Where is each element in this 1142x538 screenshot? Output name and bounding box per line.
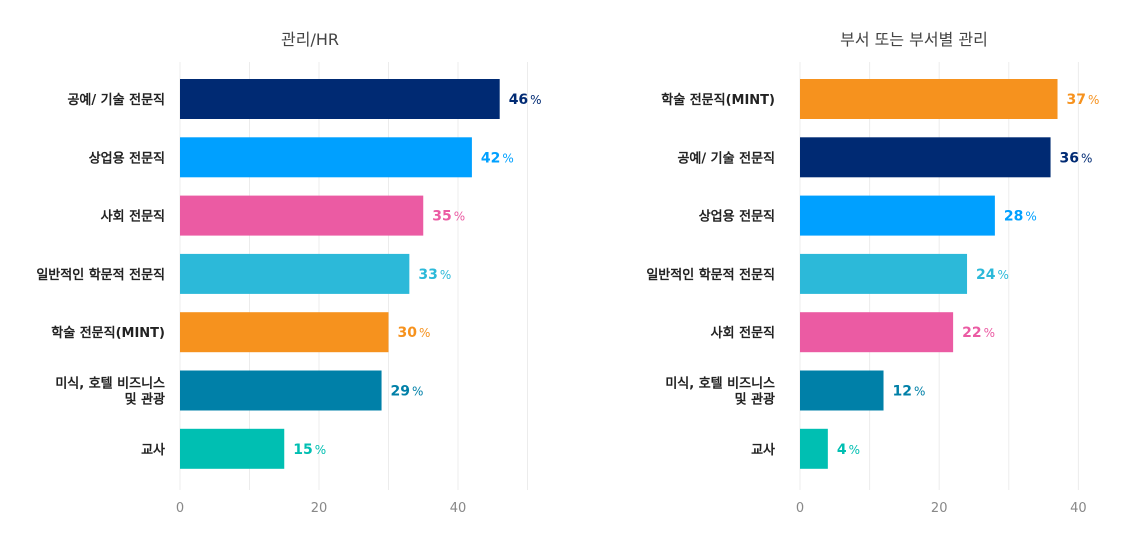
x-tick-label: 0 — [176, 501, 184, 516]
value-number: 22 — [962, 325, 981, 341]
x-tick-label: 40 — [450, 501, 467, 516]
chart-title: 부서 또는 부서별 관리 — [840, 30, 988, 49]
category-label-line: 공예/ 기술 전문직 — [677, 150, 775, 166]
value-suffix: % — [984, 326, 995, 340]
category-label: 학술 전문직(MINT) — [661, 92, 775, 108]
category-label: 상업용 전문직 — [699, 209, 775, 225]
category-label-line: 공예/ 기술 전문직 — [67, 92, 165, 108]
category-label: 공예/ 기술 전문직 — [677, 150, 775, 166]
category-label-line: 미식, 호텔 비즈니스 — [665, 376, 775, 392]
category-label-line: 미식, 호텔 비즈니스 — [55, 376, 165, 392]
value-label: 29% — [391, 384, 424, 400]
category-label: 일반적인 학문적 전문직 — [646, 267, 775, 283]
value-suffix: % — [1088, 93, 1099, 107]
value-label: 15% — [293, 442, 326, 458]
value-label: 30% — [398, 325, 431, 341]
bar — [180, 195, 424, 236]
category-label: 미식, 호텔 비즈니스 및 관광 — [665, 376, 775, 408]
value-label: 28% — [1004, 209, 1037, 225]
value-label: 24% — [976, 267, 1009, 283]
bar — [180, 428, 285, 469]
value-number: 37 — [1067, 92, 1086, 108]
category-label: 교사 — [751, 442, 775, 458]
value-label: 4% — [837, 442, 860, 458]
chart-panel-2: 부서 또는 부서별 관리 0 20 40 학술 전문직(MINT) 37 % 공예/ 기술 전… — [646, 30, 1100, 516]
bar — [800, 195, 995, 236]
bar — [800, 79, 1058, 119]
bar — [800, 137, 1051, 178]
bar — [800, 253, 968, 294]
value-suffix: % — [315, 443, 326, 457]
category-label: 공예/ 기술 전문직 — [67, 92, 165, 108]
value-label: 33% — [418, 267, 451, 283]
bar — [180, 79, 500, 119]
value-label: 12% — [893, 384, 926, 400]
bar — [800, 312, 954, 353]
chart-panel-1: 관리/HR 0 20 40 공예/ 기술 전문직 46 % 상업용 전문직 42 % 사회 전문직 3… — [36, 30, 541, 516]
value-number: 30 — [398, 325, 418, 341]
category-label-line: 상업용 전문직 — [699, 209, 775, 225]
category-label-line: 상업용 전문직 — [89, 150, 165, 166]
value-suffix: % — [914, 385, 925, 399]
value-label: 46% — [509, 92, 542, 108]
bar — [800, 428, 828, 469]
value-number: 33 — [418, 267, 437, 283]
value-suffix: % — [502, 151, 513, 165]
category-label-line: 학술 전문직(MINT) — [51, 325, 165, 341]
value-suffix: % — [440, 268, 451, 282]
bar — [180, 312, 389, 353]
category-label-line: 사회 전문직 — [101, 209, 165, 225]
category-label-line: 및 관광 — [125, 392, 165, 408]
value-number: 42 — [481, 150, 500, 166]
category-label: 학술 전문직(MINT) — [51, 325, 165, 341]
value-suffix: % — [1081, 151, 1092, 165]
category-label-line: 학술 전문직(MINT) — [661, 92, 775, 108]
value-number: 12 — [893, 384, 912, 400]
category-label: 사회 전문직 — [101, 209, 165, 225]
bar — [800, 370, 884, 411]
category-label: 미식, 호텔 비즈니스 및 관광 — [55, 376, 165, 408]
category-label: 사회 전문직 — [711, 325, 775, 341]
bar — [180, 253, 410, 294]
x-tick-label: 0 — [796, 501, 804, 516]
bar — [180, 370, 382, 411]
category-label: 상업용 전문직 — [89, 150, 165, 166]
value-number: 28 — [1004, 209, 1023, 225]
x-tick-label: 20 — [931, 501, 948, 516]
x-tick-label: 20 — [311, 501, 328, 516]
value-label: 22% — [962, 325, 995, 341]
value-suffix: % — [1025, 210, 1036, 224]
value-number: 15 — [293, 442, 312, 458]
value-number: 46 — [509, 92, 528, 108]
value-number: 29 — [391, 384, 410, 400]
category-label-line: 일반적인 학문적 전문직 — [36, 267, 165, 283]
category-label-line: 일반적인 학문적 전문직 — [646, 267, 775, 283]
value-number: 36 — [1060, 150, 1079, 166]
chart-title: 관리/HR — [281, 30, 339, 49]
value-label: 36% — [1060, 150, 1093, 166]
x-tick-label: 40 — [1070, 501, 1087, 516]
value-number: 24 — [976, 267, 996, 283]
category-label: 교사 — [141, 442, 165, 458]
bar — [180, 137, 472, 178]
value-suffix: % — [454, 210, 465, 224]
value-label: 42% — [481, 150, 514, 166]
value-suffix: % — [530, 93, 541, 107]
category-label-line: 사회 전문직 — [711, 325, 775, 341]
category-label-line: 교사 — [141, 442, 165, 458]
value-label: 35% — [432, 209, 465, 225]
value-number: 35 — [432, 209, 451, 225]
value-label: 37% — [1067, 92, 1100, 108]
value-number: 4 — [837, 442, 847, 458]
value-suffix: % — [412, 385, 423, 399]
category-label: 일반적인 학문적 전문직 — [36, 267, 165, 283]
value-suffix: % — [998, 268, 1009, 282]
value-suffix: % — [849, 443, 860, 457]
value-suffix: % — [419, 326, 430, 340]
category-label-line: 및 관광 — [735, 392, 775, 408]
category-label-line: 교사 — [751, 442, 775, 458]
